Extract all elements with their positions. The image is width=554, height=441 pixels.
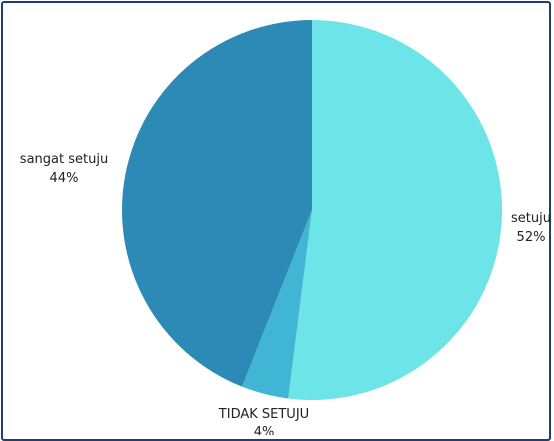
pie-slice-tidak-setuju — [242, 210, 312, 399]
slice-percent-setuju: 52% — [517, 230, 546, 245]
slice-label-setuju: setuju — [511, 211, 551, 226]
slice-label-tidak-setuju: TIDAK SETUJU — [218, 407, 309, 422]
slice-percent-tidak-setuju: 4% — [254, 425, 275, 435]
pie-slices — [121, 19, 503, 400]
slice-percent-sangat-setuju: 44% — [50, 171, 79, 186]
slice-label-sangat-setuju: sangat setuju — [20, 152, 108, 167]
pie-slice-sangat-setuju — [121, 19, 312, 387]
pie-slice-setuju — [288, 20, 503, 400]
